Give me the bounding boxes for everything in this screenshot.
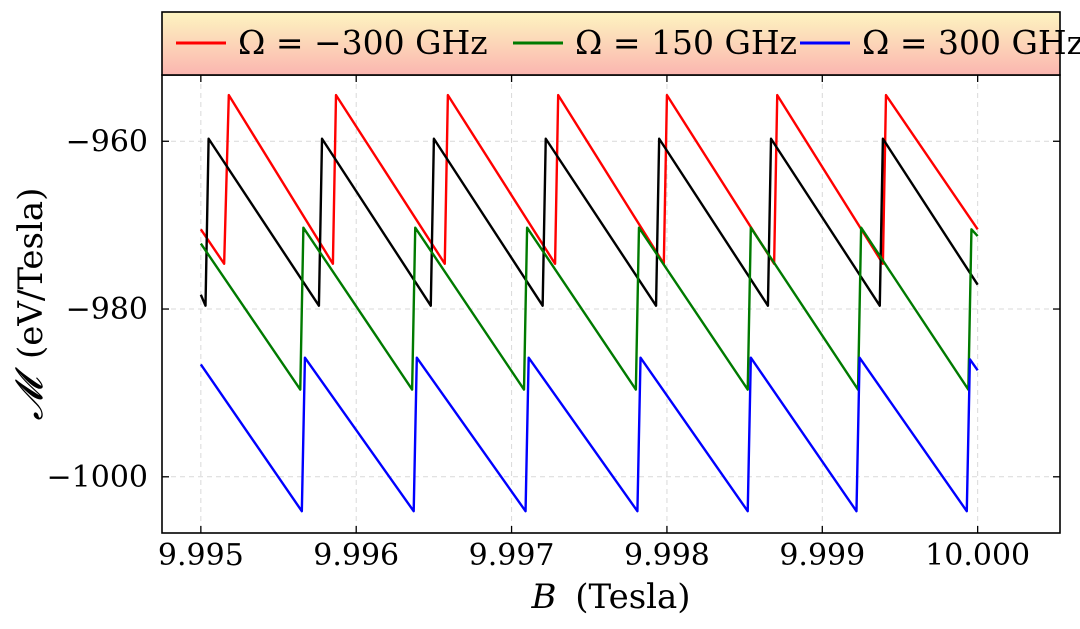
x-axis-symbol: B bbox=[530, 577, 556, 617]
legend-item-1: Ω = −300 GHz bbox=[176, 23, 488, 62]
y-tick-label: −980 bbox=[66, 292, 148, 327]
legend-item-3: Ω = 300 GHz bbox=[800, 23, 1080, 62]
x-tick-label: 9.999 bbox=[779, 538, 865, 573]
y-tick-label: −960 bbox=[66, 124, 148, 159]
x-tick-label: 9.996 bbox=[313, 538, 399, 573]
y-axis-symbol: 𝓜 bbox=[7, 366, 51, 420]
y-tick-label: −1000 bbox=[47, 460, 148, 495]
y-axis-label: 𝓜 (eV/Tesla) bbox=[7, 188, 51, 421]
series-layer bbox=[199, 93, 979, 513]
svg-text:𝓜 (eV/Tesla): 𝓜 (eV/Tesla) bbox=[7, 188, 51, 421]
x-tick-label: 9.995 bbox=[158, 538, 244, 573]
series-line-3 bbox=[199, 356, 979, 513]
x-axis-label: B (Tesla) bbox=[530, 577, 690, 617]
legend-label: Ω = 300 GHz bbox=[862, 23, 1080, 62]
grid bbox=[162, 75, 1060, 533]
legend-box bbox=[161, 11, 1061, 76]
x-tick-label: 10.000 bbox=[925, 538, 1030, 573]
plot-frame bbox=[161, 74, 1061, 534]
svg-text:B (Tesla): B (Tesla) bbox=[530, 577, 690, 617]
y-axis-unit: (eV/Tesla) bbox=[11, 188, 51, 359]
x-axis-unit: (Tesla) bbox=[575, 577, 690, 617]
axis-ticks: 9.995 9.996 9.997 9.998 9.999 10.000 −960 −980 −… bbox=[47, 75, 1060, 573]
x-tick-label: 9.997 bbox=[469, 538, 555, 573]
legend-label: Ω = 150 GHz bbox=[575, 23, 797, 62]
series-line-1 bbox=[199, 137, 979, 307]
series-line-0 bbox=[199, 93, 979, 265]
x-tick-label: 9.998 bbox=[624, 538, 710, 573]
legend: Ω = −300 GHz Ω = 150 GHz Ω = 300 GHz bbox=[161, 11, 1080, 76]
legend-item-2: Ω = 150 GHz bbox=[513, 23, 797, 62]
series-line-2 bbox=[199, 226, 979, 391]
legend-label: Ω = −300 GHz bbox=[238, 23, 488, 62]
